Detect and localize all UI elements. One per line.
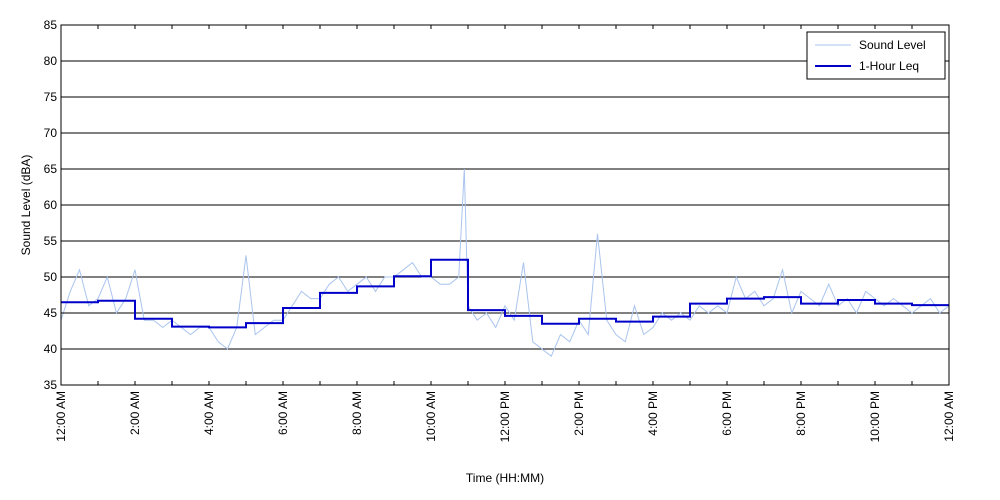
y-tick-label: 80 (44, 54, 58, 68)
y-tick-label: 60 (44, 198, 58, 212)
gridlines (61, 60, 949, 350)
y-tick-label: 85 (44, 18, 58, 32)
x-tick-label: 10:00 AM (424, 391, 438, 442)
x-tick-label: 4:00 AM (202, 391, 216, 435)
legend-box (806, 31, 946, 80)
series-line-1-hour-leq (61, 258, 949, 329)
legend-label-sound-level: Sound Level (859, 38, 926, 52)
x-tick-label: 10:00 PM (868, 391, 882, 442)
x-axis-label: Time (HH:MM) (466, 471, 544, 485)
series-line-sound-level (60, 168, 950, 357)
x-tick-label: 12:00 PM (498, 391, 512, 442)
x-tick-label: 2:00 AM (128, 391, 142, 435)
y-tick-label: 75 (44, 90, 58, 104)
legend: Sound Level 1-Hour Leq (806, 31, 946, 80)
x-tick-label: 8:00 AM (350, 391, 364, 435)
x-tick-label: 6:00 PM (720, 391, 734, 436)
y-tick-label: 55 (44, 234, 58, 248)
y-axis: 35 40 45 50 55 60 65 70 75 80 85 (44, 18, 949, 392)
y-tick-label: 70 (44, 126, 58, 140)
x-tick-label: 8:00 PM (794, 391, 808, 436)
y-tick-label: 35 (44, 378, 58, 392)
x-tick-label: 4:00 PM (646, 391, 660, 436)
y-tick-label: 45 (44, 306, 58, 320)
series-layer (60, 168, 950, 357)
y-tick-label: 65 (44, 162, 58, 176)
y-tick-label: 50 (44, 270, 58, 284)
legend-label-1-hour-leq: 1-Hour Leq (859, 59, 919, 73)
x-tick-label: 12:00 AM (942, 391, 956, 442)
x-tick-label: 2:00 PM (572, 391, 586, 436)
y-axis-label: Sound Level (dBA) (19, 155, 33, 256)
x-axis: 12:00 AM 2:00 AM 4:00 AM 6:00 AM 8:00 AM 10:0… (54, 25, 956, 442)
x-tick-label: 6:00 AM (276, 391, 290, 435)
y-tick-label: 40 (44, 342, 58, 356)
x-tick-label: 12:00 AM (54, 391, 68, 442)
